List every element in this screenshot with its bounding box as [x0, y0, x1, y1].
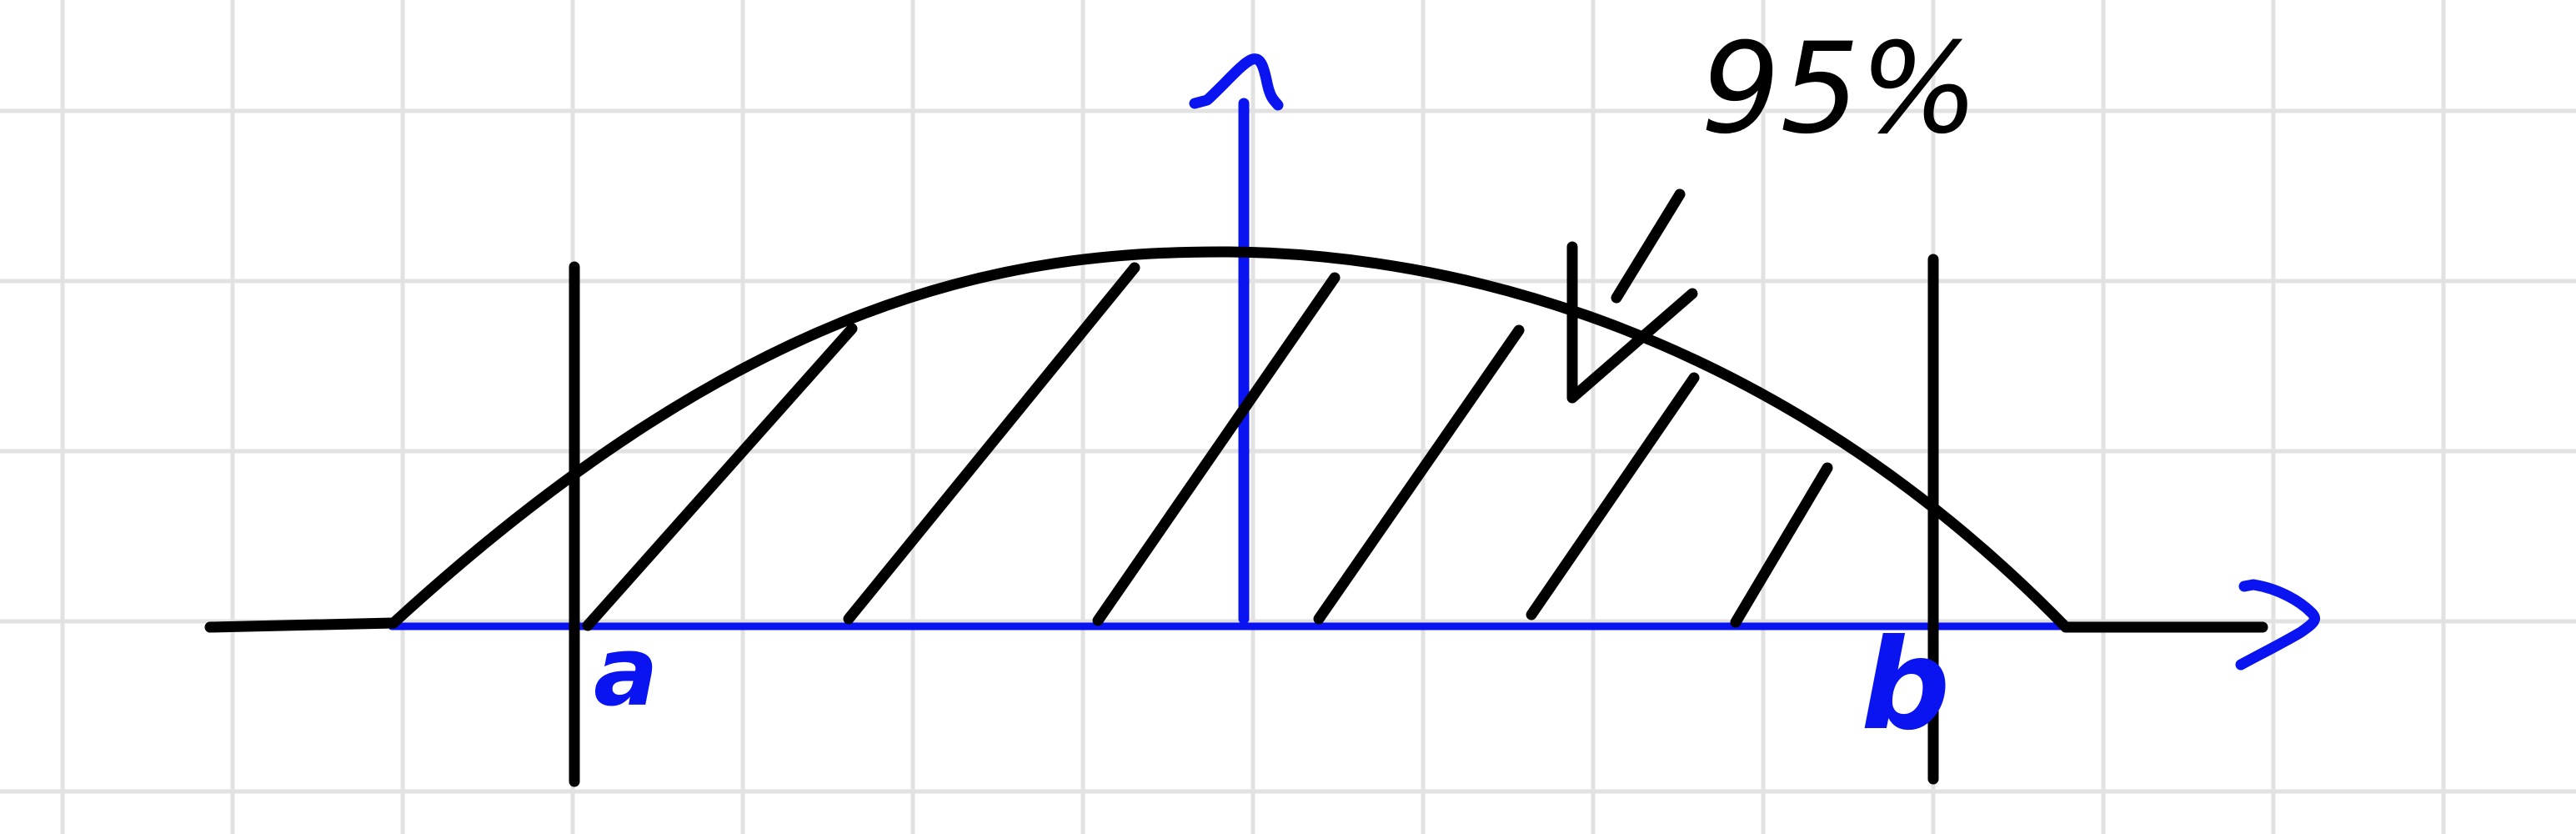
curve-body: [388, 246, 2072, 633]
pointer-head: [1566, 241, 1698, 404]
hatch-line: [1730, 462, 1833, 628]
area-hatching: [582, 262, 1833, 631]
hatch-line: [1526, 372, 1700, 620]
label-area-percent: 95%: [1701, 17, 1978, 162]
horizontal-axis-arrowhead: [2235, 579, 2320, 671]
left-tail: [204, 617, 399, 633]
bell-curve: [204, 246, 2268, 633]
hatch-line: [1313, 324, 1525, 625]
hatch-line: [582, 323, 858, 631]
vertical-axis-arrowhead: [1189, 53, 1284, 111]
pointer-arrow: [1566, 188, 1698, 404]
hatch-line: [843, 262, 1140, 625]
label-b: b: [1861, 613, 1950, 758]
hatch-line: [1092, 272, 1341, 626]
pointer-shaft: [1611, 188, 1686, 304]
label-a: a: [594, 616, 659, 728]
